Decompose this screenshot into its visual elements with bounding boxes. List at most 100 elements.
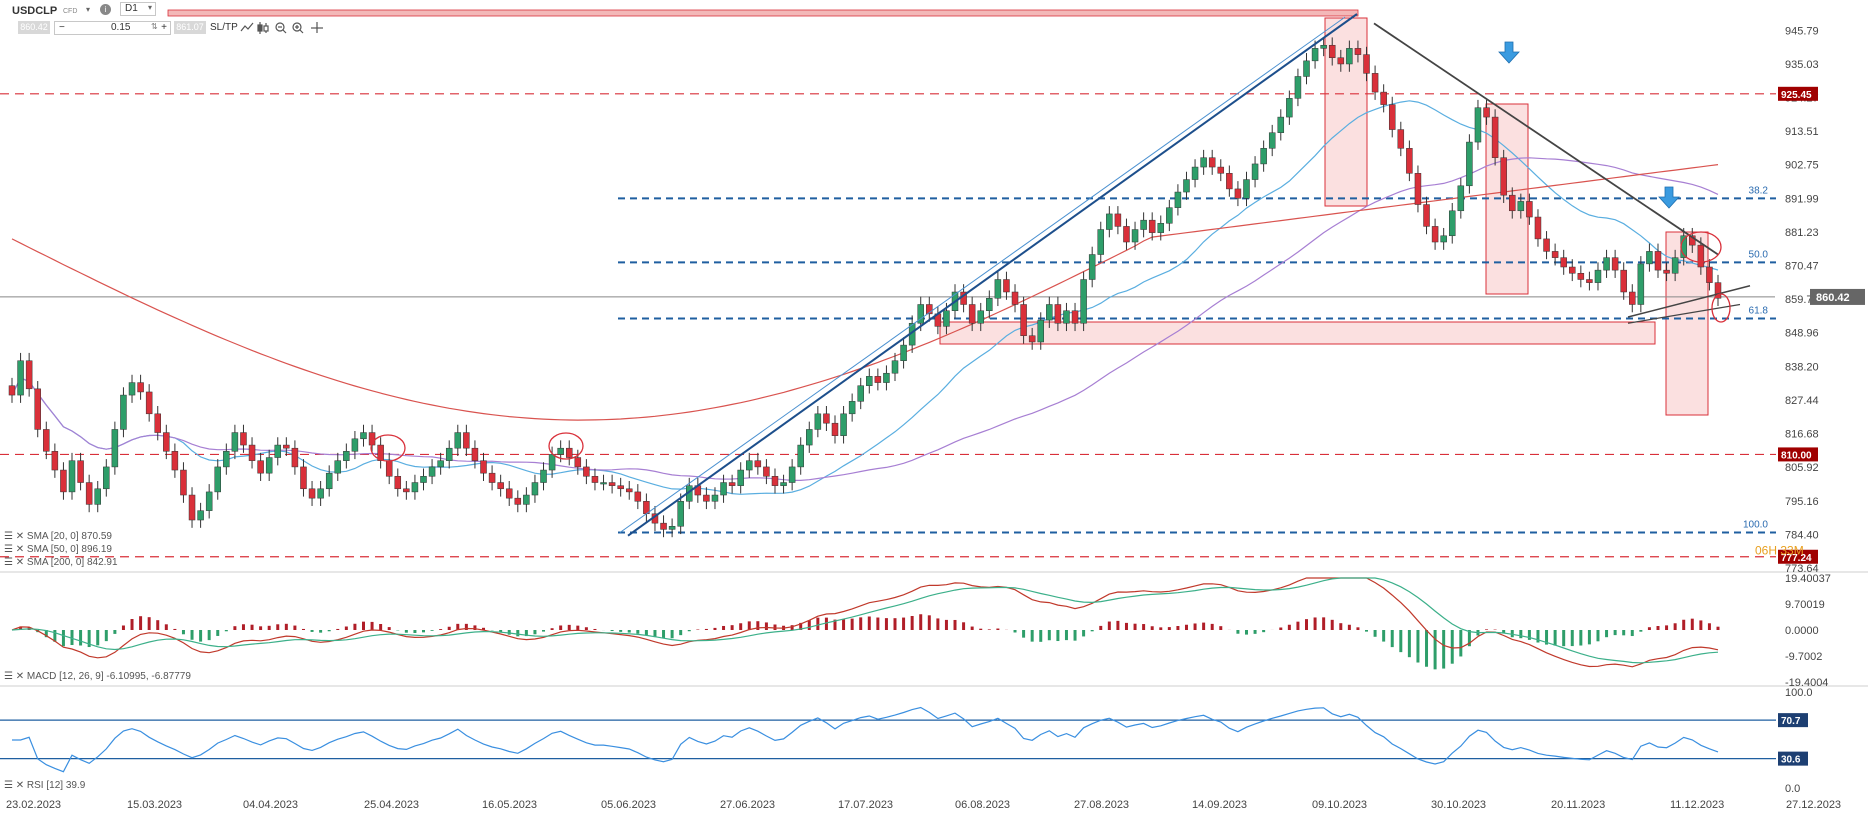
zoom-out-icon[interactable] <box>275 22 287 34</box>
candle-body <box>197 510 204 521</box>
candle-body <box>120 394 127 430</box>
annotation-circle <box>548 432 584 460</box>
sell-price-box[interactable]: 860.42 <box>18 21 50 34</box>
candle-body <box>831 422 839 436</box>
chevron-down-icon: ▾ <box>147 3 152 12</box>
legend-sma20[interactable]: ☰ ✕ SMA [20, 0] 870.59 <box>4 531 112 542</box>
legend-macd[interactable]: ☰ ✕ MACD [12, 26, 9] -6.10995, -6.87779 <box>4 671 191 682</box>
candle-body <box>205 491 213 511</box>
lot-size-value[interactable]: 0.15 <box>111 22 131 33</box>
candle-body <box>1088 254 1096 280</box>
fibonacci-level-label: 100.0 <box>1743 520 1768 531</box>
crosshair-icon[interactable] <box>311 22 323 33</box>
legend-rsi[interactable]: ☰ ✕ RSI [12] 39.9 <box>4 780 86 791</box>
buy-price-box[interactable]: 861.07 <box>174 21 206 34</box>
candle-body <box>145 391 153 415</box>
line-chart-icon[interactable] <box>240 22 254 32</box>
candle-body <box>840 413 847 436</box>
y-tick-label: 935.03 <box>1785 59 1819 71</box>
legend-sma50[interactable]: ☰ ✕ SMA [50, 0] 896.19 <box>4 544 112 555</box>
dropdown-chevron-icon[interactable]: ▾ <box>86 5 91 14</box>
candle-body <box>677 501 684 527</box>
legend-sma200-text: SMA [200, 0] 842.91 <box>26 557 118 568</box>
y-tick-label: 870.47 <box>1785 261 1819 273</box>
candle-body <box>660 522 667 530</box>
candle-body <box>1517 201 1525 212</box>
candle-body <box>548 454 556 471</box>
candle-body <box>420 476 427 483</box>
candle-body <box>1620 269 1627 293</box>
candle-body <box>1131 229 1139 243</box>
x-tick-label: 20.11.2023 <box>1551 799 1605 811</box>
candle-body <box>1431 226 1439 243</box>
fibonacci-level-label: 50.0 <box>1749 249 1769 260</box>
candle-body <box>85 482 93 505</box>
candle-body <box>668 526 676 530</box>
x-tick-label: 27.12.2023 <box>1786 799 1841 811</box>
candle-body <box>1689 235 1696 246</box>
candle-body <box>1286 98 1293 118</box>
candle-body <box>1174 191 1182 208</box>
downtrend-line <box>1373 22 1719 256</box>
zoom-in-icon[interactable] <box>292 22 304 34</box>
fibonacci-level-label: 61.8 <box>1749 306 1769 317</box>
lot-size-stepper[interactable]: − 0.15 ⇅ + <box>54 21 171 35</box>
sltp-button[interactable]: SL/TP <box>210 22 238 33</box>
x-tick-label: 15.03.2023 <box>127 799 182 811</box>
candle-body <box>437 460 444 468</box>
candle-body <box>1200 157 1207 168</box>
down-arrow-icon <box>1498 41 1520 64</box>
candle-body <box>917 304 924 324</box>
increase-lot-button[interactable]: + <box>161 22 167 33</box>
candle-body <box>25 360 33 390</box>
candle-body <box>728 482 736 486</box>
candle-body <box>1577 273 1585 280</box>
symbol-label[interactable]: USDCLP <box>12 5 58 17</box>
candle-body <box>223 451 230 468</box>
candlestick-icon[interactable] <box>257 22 269 34</box>
candle-body <box>814 413 822 430</box>
candle-body <box>1466 141 1473 187</box>
x-tick-label: 09.10.2023 <box>1312 799 1367 811</box>
candle-body <box>848 401 856 415</box>
candle-body <box>248 444 256 461</box>
candle-body <box>403 488 410 493</box>
info-icon[interactable]: i <box>100 4 111 15</box>
uptrend-line <box>627 13 1358 537</box>
candle-body <box>94 488 101 505</box>
x-tick-label: 23.02.2023 <box>6 799 61 811</box>
y-tick-label: 902.75 <box>1785 160 1819 172</box>
candle-body <box>1543 238 1550 252</box>
candle-body <box>1380 91 1387 105</box>
price-level-tag <box>1778 549 1818 564</box>
candle-body <box>1080 279 1087 324</box>
candle-body <box>308 488 316 499</box>
candle-body <box>1551 251 1559 258</box>
legend-sma200[interactable]: ☰ ✕ SMA [200, 0] 842.91 <box>4 557 118 568</box>
candle-body <box>1268 132 1276 149</box>
candle-body <box>1157 223 1165 233</box>
sell-price: 860.42 <box>20 22 48 32</box>
candle-body <box>1106 213 1113 230</box>
candle-body <box>1440 235 1447 243</box>
candle-body <box>1037 319 1044 343</box>
macd-y-tick: -19.4004 <box>1785 677 1828 689</box>
timeframe-select[interactable]: D1 ▾ <box>120 2 156 16</box>
candle-body <box>1114 213 1122 227</box>
candle-body <box>445 447 453 461</box>
candle-body <box>1637 263 1645 305</box>
candle-body <box>1526 201 1533 218</box>
candle-body <box>926 304 933 315</box>
candle-body <box>1474 107 1482 143</box>
candle-body <box>283 444 290 449</box>
candle-body <box>874 376 882 383</box>
candle-body <box>497 482 504 490</box>
decrease-lot-button[interactable]: − <box>59 22 65 33</box>
candle-body <box>1560 257 1567 268</box>
macd-y-tick: 19.40037 <box>1785 573 1831 585</box>
candle-body <box>1363 54 1370 74</box>
rsi-y-tick: 100.0 <box>1785 687 1813 699</box>
candle-body <box>1260 148 1267 165</box>
legend-macd-text: MACD [12, 26, 9] -6.10995, -6.87779 <box>26 671 191 682</box>
